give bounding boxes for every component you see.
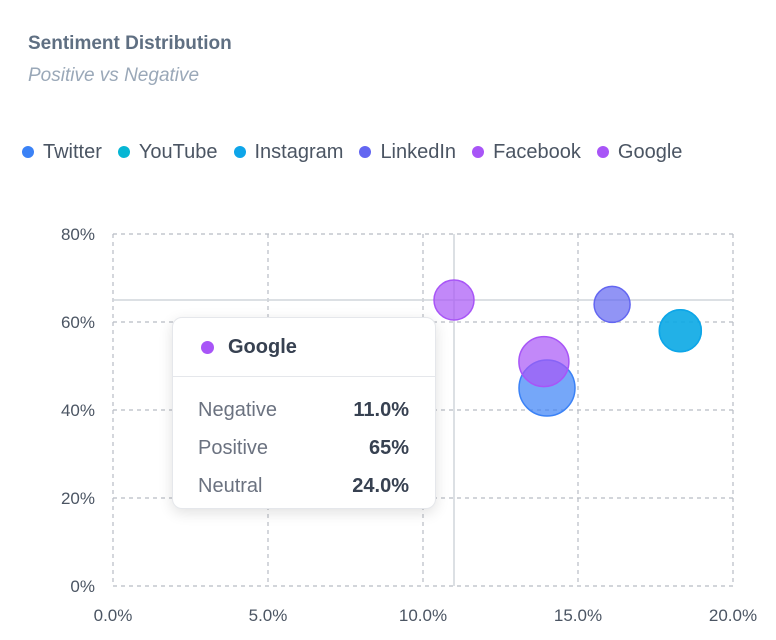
legend-dot [596, 146, 609, 158]
legend-label: LinkedIn [380, 140, 457, 163]
legend-item-instagram[interactable]: Instagram [233, 140, 344, 164]
tooltip-row-label: Negative [198, 398, 277, 421]
tooltip-rows: Negative 11.0% Positive 65% Neutral 24.0… [173, 377, 435, 505]
legend-dot [359, 146, 372, 158]
tooltip-row: Negative 11.0% [173, 391, 435, 429]
legend-item-facebook[interactable]: Facebook [472, 140, 581, 164]
legend-item-linkedin[interactable]: LinkedIn [359, 140, 456, 164]
y-tick-label: 20% [61, 489, 95, 508]
x-tick-label: 20.0% [709, 606, 757, 625]
legend-item-twitter[interactable]: Twitter [22, 140, 102, 164]
legend-label: Google [617, 140, 683, 163]
x-tick-label: 5.0% [249, 606, 288, 625]
legend: Twitter YouTube Instagram LinkedIn Facebook G… [22, 140, 722, 164]
tooltip-row: Positive 65% [173, 429, 435, 467]
x-tick-label: 15.0% [554, 606, 602, 625]
x-tick-label: 10.0% [399, 606, 447, 625]
legend-label: Instagram [254, 140, 344, 163]
legend-label: YouTube [138, 140, 218, 163]
legend-dot [233, 146, 246, 158]
tooltip-row-value: 11.0% [353, 398, 409, 421]
y-tick-label: 40% [61, 401, 95, 420]
y-tick-label: 0% [70, 577, 95, 596]
tooltip-row: Neutral 24.0% [173, 467, 435, 505]
tooltip-series-dot [201, 340, 214, 354]
legend-label: Twitter [43, 140, 102, 163]
legend-dot [22, 146, 34, 158]
tooltip-row-label: Neutral [198, 474, 263, 497]
x-tick-label: 0.0% [94, 606, 133, 625]
tooltip: Google Negative 11.0% Positive 65% Neutr… [172, 317, 436, 509]
legend-item-youtube[interactable]: YouTube [117, 140, 218, 164]
legend-label: Facebook [493, 140, 581, 163]
tooltip-header: Google [173, 318, 435, 377]
bubble-facebook [518, 335, 570, 388]
chart-title: Sentiment Distribution [28, 33, 232, 54]
legend-dot [117, 146, 130, 158]
chart-subtitle: Positive vs Negative [28, 65, 200, 86]
y-tick-label: 60% [61, 313, 95, 332]
bubble-google [433, 279, 475, 321]
tooltip-row-label: Positive [198, 436, 269, 459]
legend-item-google[interactable]: Google [596, 140, 683, 164]
tooltip-row-value: 65% [368, 436, 409, 459]
legend-dot [472, 146, 485, 158]
tooltip-series-name: Google [228, 335, 297, 358]
y-tick-label: 80% [61, 225, 95, 244]
tooltip-row-value: 24.0% [352, 474, 409, 497]
bubble-instagram [658, 309, 703, 353]
bubble-linkedin [593, 285, 631, 324]
